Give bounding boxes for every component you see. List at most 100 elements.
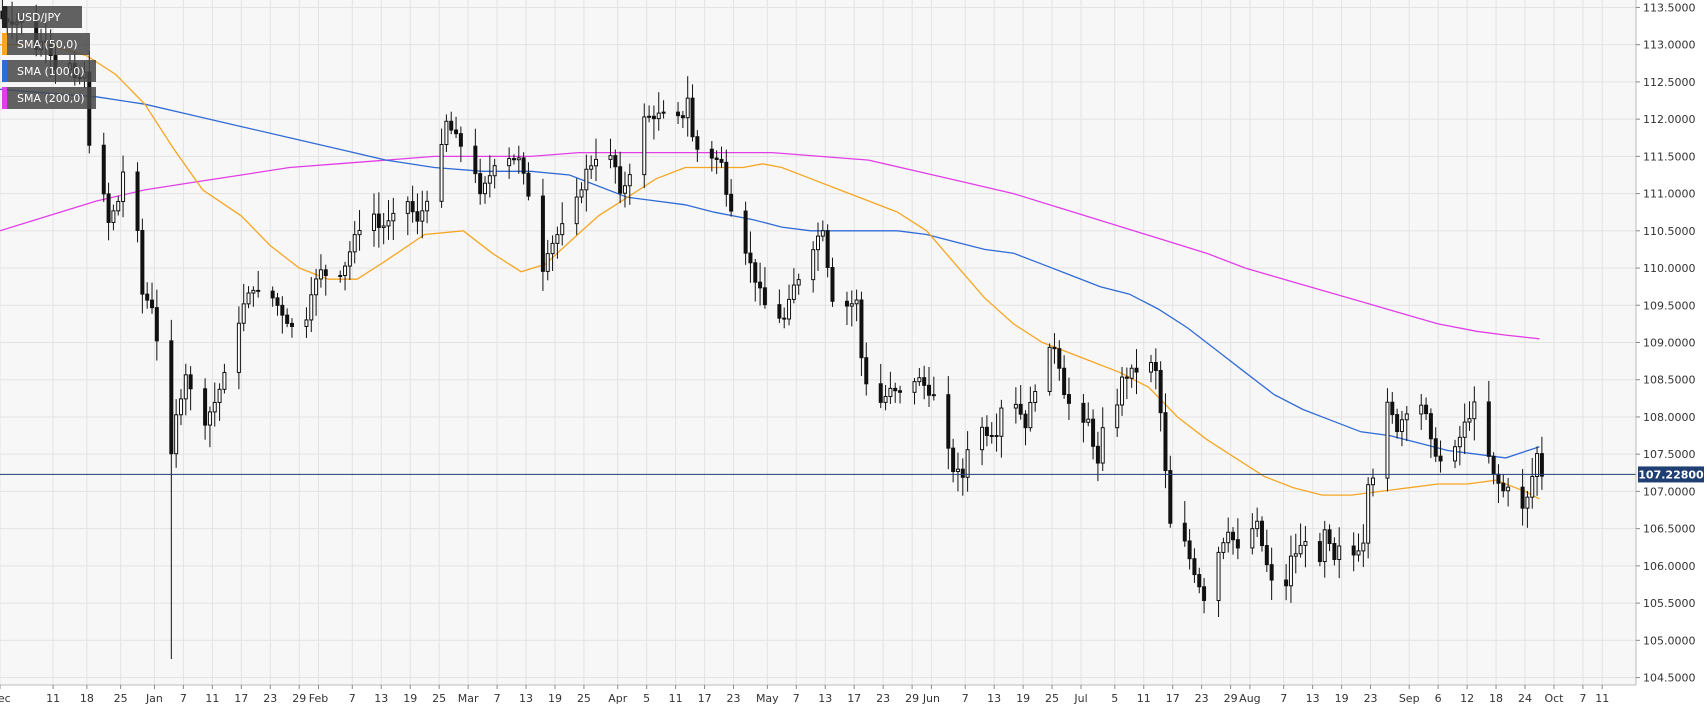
candle <box>1168 455 1173 528</box>
candle-body-up <box>608 155 613 160</box>
candle-body-down <box>676 111 681 117</box>
candle <box>589 155 594 179</box>
candle-body-up <box>980 426 985 451</box>
legend-swatch <box>2 33 7 55</box>
candle <box>420 190 425 239</box>
candle <box>816 222 820 271</box>
candle <box>540 178 545 291</box>
candle <box>777 289 782 324</box>
candle-body-up <box>647 115 652 118</box>
candle-body-up <box>174 414 179 455</box>
candle-body-up <box>178 398 183 416</box>
candle <box>999 399 1004 458</box>
candle <box>849 290 854 327</box>
candle <box>825 224 830 278</box>
candle <box>917 368 922 386</box>
x-tick-label: 17 <box>847 692 861 705</box>
candle-body-up <box>425 200 430 212</box>
price-tag-box <box>1638 466 1704 483</box>
candle-body-down <box>709 148 714 159</box>
candle-body-up <box>1399 419 1404 432</box>
x-axis: Dec111825Jan711172329Feb7131925Mar713192… <box>0 685 1609 705</box>
x-tick-label: 17 <box>1166 692 1180 705</box>
candle <box>878 363 883 409</box>
candle <box>188 366 193 411</box>
candle-body-down <box>1158 369 1163 414</box>
candle-body-up <box>309 294 314 321</box>
sma200-path <box>0 151 1540 340</box>
candle <box>893 382 898 403</box>
candle <box>111 204 116 231</box>
candle-body-down <box>1390 401 1395 416</box>
candle-body-down <box>878 383 883 403</box>
candle <box>994 413 999 452</box>
candle-body-down <box>150 299 155 309</box>
x-tick-label: 23 <box>263 692 277 705</box>
candle <box>811 241 816 293</box>
candle-body-down <box>1332 543 1337 560</box>
candle-body-down <box>951 447 956 472</box>
x-tick-label: 17 <box>698 692 712 705</box>
candle-body-down <box>1187 540 1192 560</box>
candle-body-up <box>241 303 246 324</box>
legend-label: SMA (100,0) <box>17 65 85 78</box>
candle-body-up <box>642 116 647 176</box>
x-tick-label: Apr <box>608 692 628 705</box>
candle <box>1081 393 1086 443</box>
candle-body-down <box>690 97 695 138</box>
candle <box>1255 507 1260 537</box>
y-tick-label: 105.5000 <box>1643 597 1696 610</box>
candle-body-down <box>651 115 656 120</box>
candle <box>1395 408 1400 439</box>
candle-body-up <box>1250 528 1255 549</box>
legend-item-box <box>2 87 96 109</box>
candle-body-down <box>1351 545 1356 556</box>
y-tick-label: 108.0000 <box>1643 411 1696 424</box>
candle <box>454 116 459 139</box>
candle-body-down <box>1259 520 1264 547</box>
legend-item-box <box>2 60 96 82</box>
candlestick-series <box>0 0 1544 659</box>
candle-body-up <box>1404 413 1409 421</box>
candle-body-down <box>893 387 898 392</box>
candle <box>487 155 492 198</box>
x-tick-label: 11 <box>669 692 683 705</box>
candle <box>1390 391 1395 424</box>
candle-body-down <box>275 297 280 306</box>
x-tick-label: Aug <box>1239 692 1260 705</box>
x-tick-label: 5 <box>643 692 650 705</box>
candle-body-down <box>719 158 724 163</box>
y-tick-label: 110.0000 <box>1643 262 1696 275</box>
candle-body-up <box>444 120 449 146</box>
candle <box>984 415 989 447</box>
candle-body-down <box>135 171 140 231</box>
candle-body-up <box>1148 362 1153 373</box>
x-tick-label: 7 <box>349 692 356 705</box>
legend-swatch <box>2 87 7 109</box>
candle-body-up <box>627 174 632 187</box>
candle-body-down <box>782 317 787 320</box>
candle <box>415 193 420 235</box>
candle <box>787 284 792 326</box>
candle-body-up <box>796 279 801 286</box>
x-tick-label: 19 <box>403 692 417 705</box>
candle-body-down <box>270 290 275 299</box>
candle <box>574 178 579 236</box>
x-tick-label: Oct <box>1544 692 1564 705</box>
candle-body-up <box>386 220 391 227</box>
candle-body-up <box>116 200 121 212</box>
candle-body-up <box>352 234 357 253</box>
candle-body-up <box>1322 529 1327 563</box>
x-tick-label: 7 <box>494 692 501 705</box>
y-tick-label: 113.5000 <box>1643 1 1696 14</box>
candle <box>174 399 179 468</box>
candle <box>207 406 212 448</box>
candle-body-down <box>376 213 381 228</box>
candle <box>1467 401 1472 431</box>
y-tick-label: 111.5000 <box>1643 150 1696 163</box>
candle-body-up <box>343 265 348 276</box>
candle <box>555 226 560 259</box>
candle-body-up <box>584 168 589 191</box>
candle-body-down <box>844 300 849 307</box>
candle <box>1216 546 1221 618</box>
